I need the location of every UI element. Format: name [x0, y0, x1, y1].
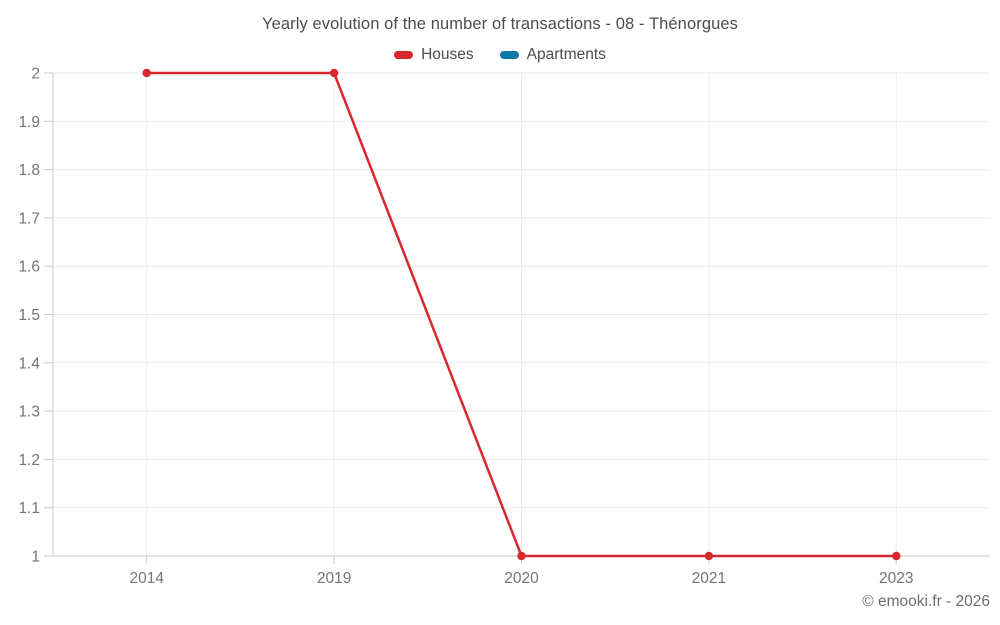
y-axis-label: 1.4	[18, 355, 40, 372]
y-axis-label: 2	[31, 66, 40, 83]
y-axis-label: 1.2	[18, 452, 40, 469]
y-axis-label: 1.1	[18, 500, 40, 517]
y-axis-label: 1.5	[18, 307, 40, 324]
x-axis-label: 2021	[692, 570, 726, 587]
chart-title: Yearly evolution of the number of transa…	[261, 15, 738, 33]
legend-label-houses: Houses	[421, 46, 474, 63]
data-point-houses-2019[interactable]	[329, 68, 339, 78]
y-axis-label: 1.3	[18, 404, 40, 421]
legend-item-houses[interactable]: Houses	[394, 46, 474, 64]
data-point-houses-2021[interactable]	[704, 551, 714, 561]
y-axis-label: 1.6	[18, 259, 40, 276]
legend-label-apartments: Apartments	[526, 46, 606, 63]
data-point-houses-2020[interactable]	[517, 551, 526, 561]
data-point-houses-2023[interactable]	[892, 551, 901, 561]
houses-series-swatch-icon	[394, 51, 414, 59]
y-axis-label: 1.8	[18, 162, 40, 179]
x-axis-label: 2019	[317, 570, 351, 587]
x-axis-label: 2020	[504, 570, 539, 587]
legend-item-apartments[interactable]: Apartments	[499, 46, 606, 64]
apartments-series-swatch-icon	[499, 51, 519, 59]
data-point-houses-2014[interactable]	[142, 68, 151, 78]
y-axis-label: 1	[31, 549, 40, 566]
y-axis-label: 1.7	[18, 210, 40, 227]
x-axis-label: 2014	[129, 570, 164, 587]
chart-legend: Houses Apartments	[0, 46, 1000, 64]
copyright-text: © emooki.fr - 2026	[862, 593, 990, 610]
x-axis-label: 2023	[879, 570, 913, 587]
y-axis-label: 1.9	[18, 114, 40, 131]
